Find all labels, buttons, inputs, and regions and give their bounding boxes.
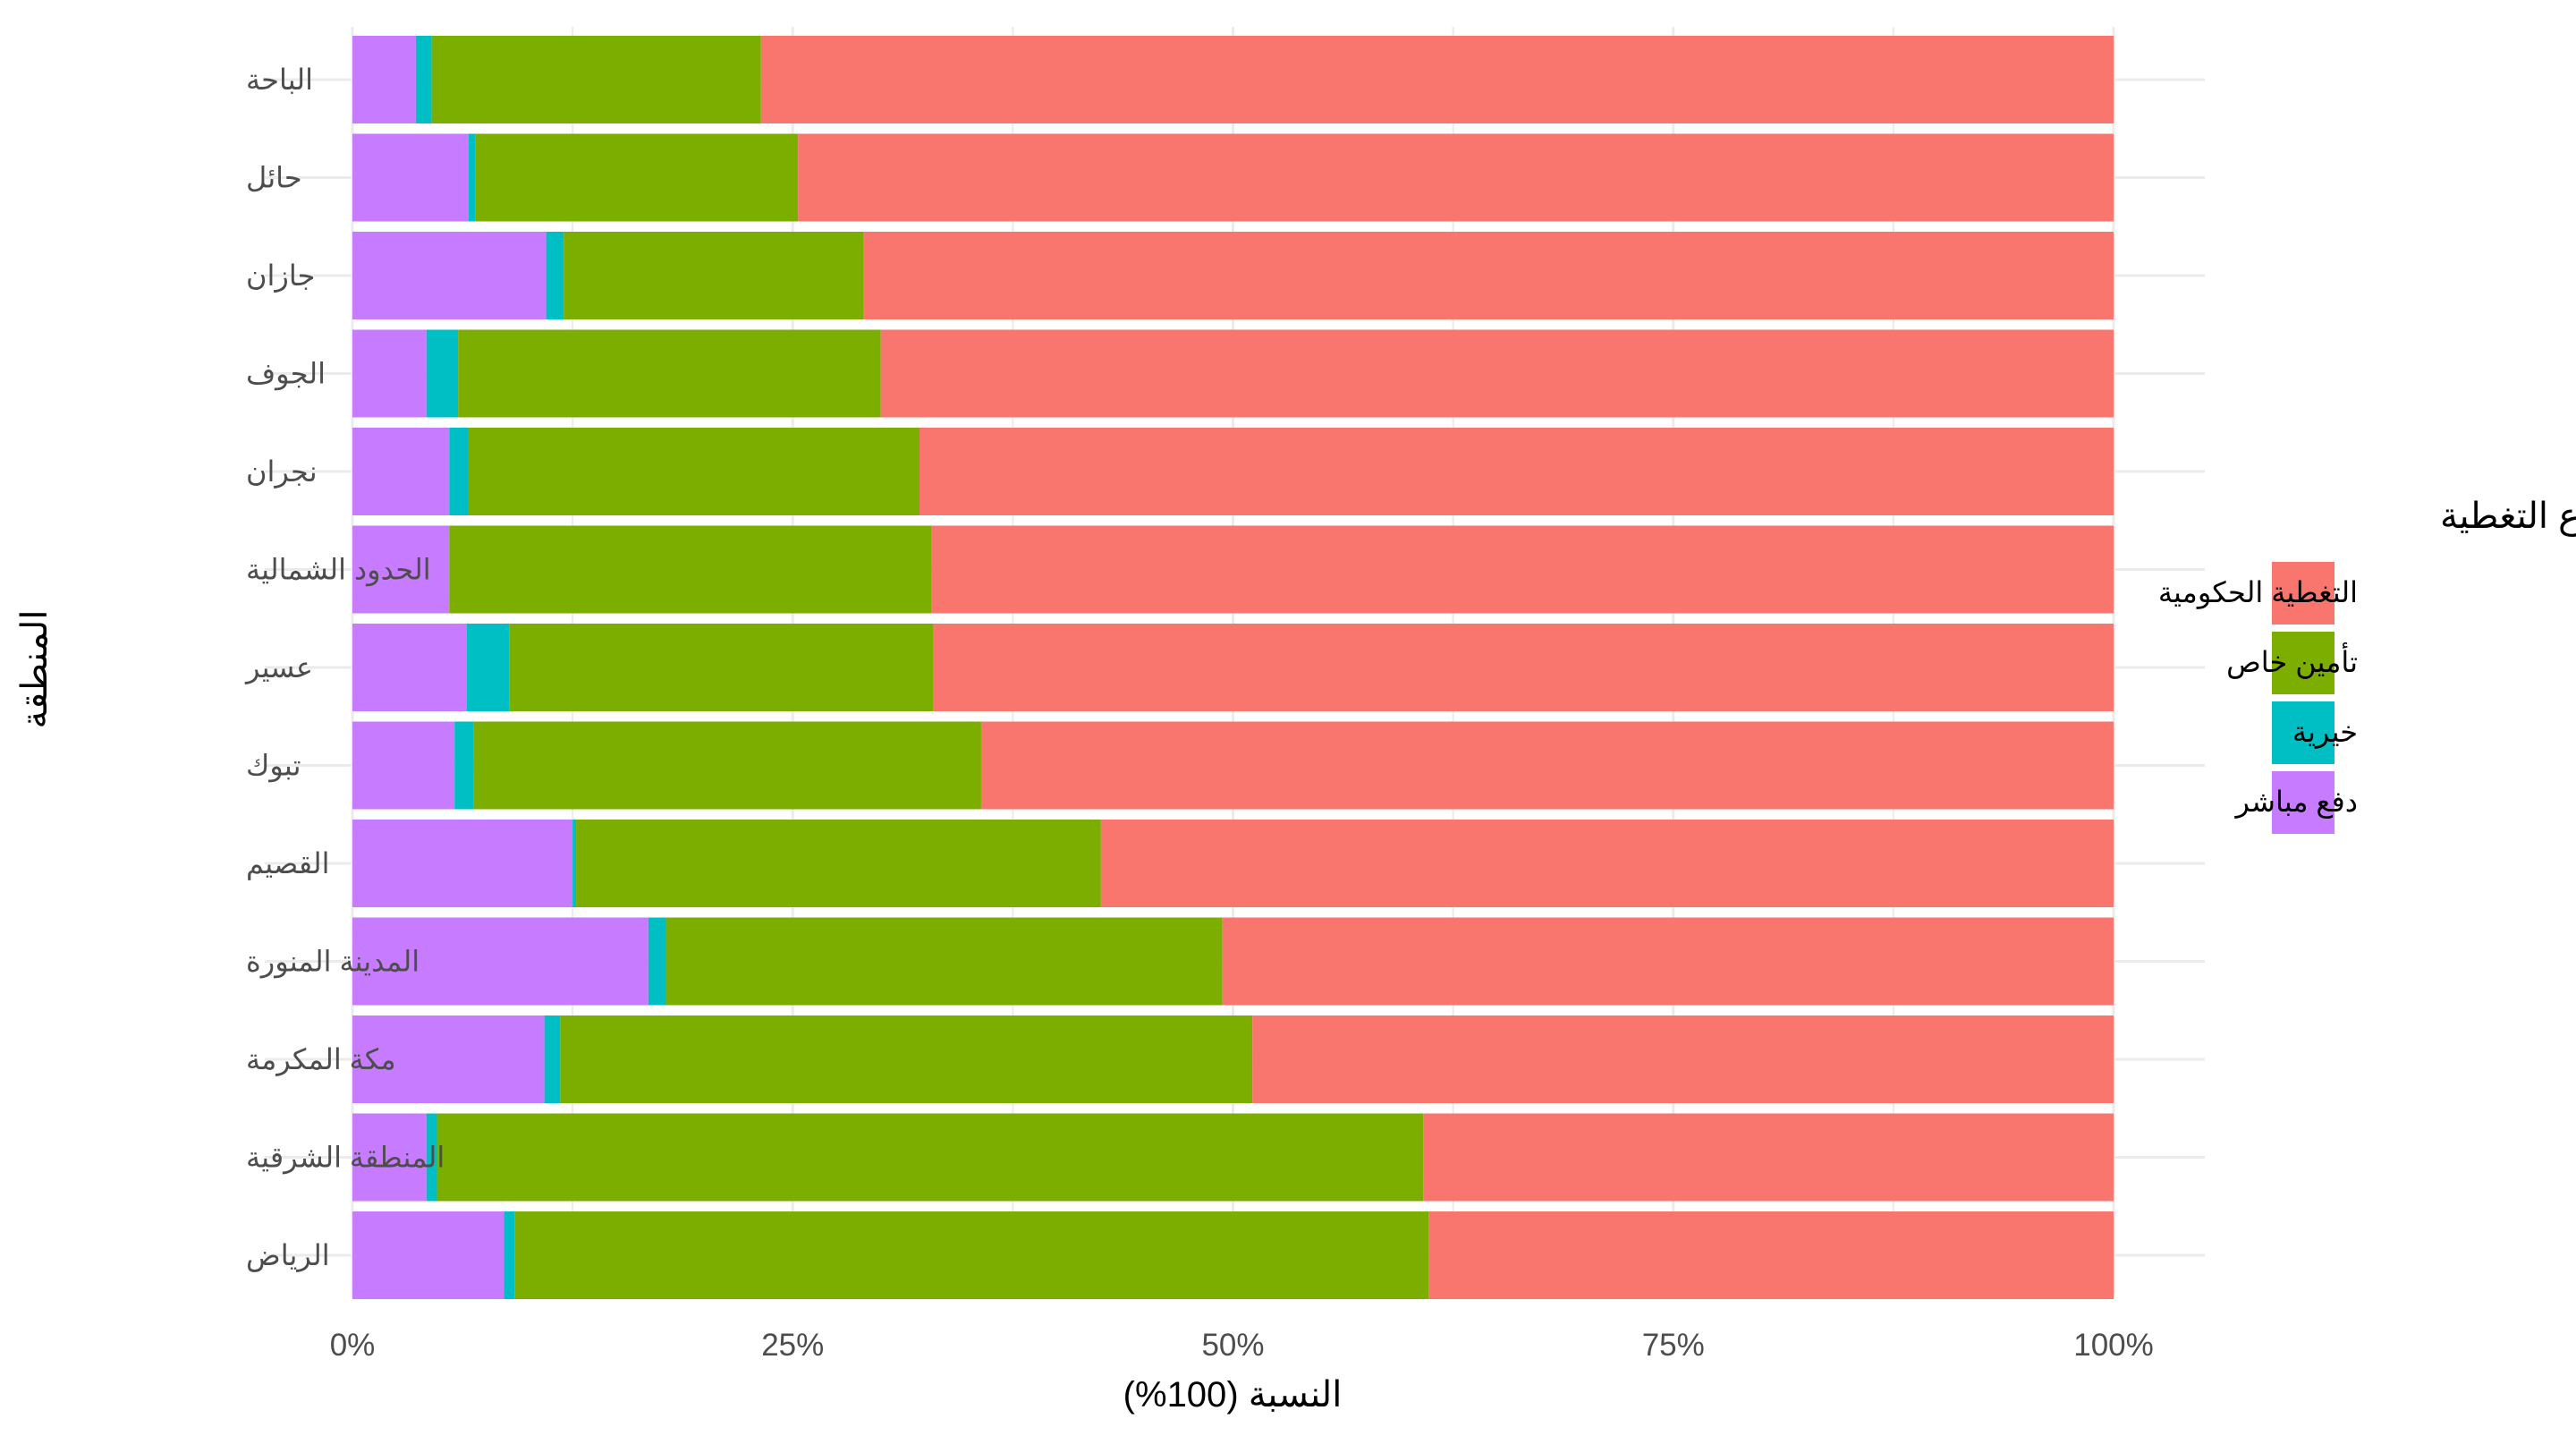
bar-segment (466, 624, 510, 711)
legend-label: تأمين خاص (2226, 642, 2358, 679)
bar-segment (665, 917, 1223, 1006)
y-tick-label: نجران (246, 455, 318, 489)
bar-segment (473, 721, 981, 810)
bar-segment (564, 232, 864, 319)
bar-segment (509, 624, 934, 711)
bar-segment (798, 133, 2114, 222)
bar-segment (1428, 1211, 2114, 1299)
bar-segment (352, 721, 455, 810)
bars (352, 36, 2114, 1299)
bar-segment (863, 232, 2114, 319)
bar-segment (931, 525, 2114, 614)
bar-segment (1100, 820, 2114, 907)
bar-segment (919, 428, 2114, 515)
bar-segment (572, 820, 577, 907)
bar-segment (1222, 917, 2114, 1006)
bar-segment (544, 1015, 561, 1103)
bar-segment (436, 1113, 1424, 1202)
bar-segment (415, 36, 432, 123)
bar-segment (352, 917, 648, 1006)
bar-segment (352, 428, 450, 515)
bar-segment (352, 525, 450, 614)
y-tick-label: القصيم (246, 847, 330, 879)
bar-segment (468, 428, 920, 515)
legend-label: التغطية الحكومية (2158, 576, 2358, 609)
x-axis-title: النسبة (100%) (1123, 1375, 1343, 1415)
legend-key (2272, 701, 2334, 764)
y-tick-label: حائل (246, 162, 302, 194)
y-tick-label: المنطقة الشرقية (246, 1142, 445, 1175)
y-axis-title: المنطقة (15, 610, 55, 729)
bar-segment (352, 820, 573, 907)
bar-segment (352, 232, 547, 319)
x-tick-label: 75% (1642, 1328, 1705, 1363)
bar-segment (468, 133, 476, 222)
x-tick-label: 50% (1201, 1328, 1264, 1363)
y-tick-label: جازان (246, 259, 315, 293)
x-tick-label: 100% (2073, 1328, 2154, 1363)
y-tick-label: الباحة (246, 64, 313, 96)
bar-segment (426, 329, 459, 418)
y-tick-label: الجوف (246, 358, 326, 391)
bar-segment (352, 624, 467, 711)
bar-segment (352, 1211, 504, 1299)
bar-segment (880, 329, 2114, 418)
bar-segment (560, 1015, 1253, 1103)
bar-segment (504, 1211, 515, 1299)
legend-key (2272, 562, 2334, 625)
y-tick-label: عسير (244, 651, 313, 684)
bar-segment (1252, 1015, 2114, 1103)
bar-segment (1423, 1113, 2114, 1202)
bar-segment (980, 721, 2114, 810)
bar-segment (352, 133, 469, 222)
bar-segment (426, 1113, 437, 1202)
bar-segment (576, 820, 1101, 907)
y-tick-label: الحدود الشمالية (246, 554, 431, 587)
bar-segment (352, 1015, 545, 1103)
bar-segment (933, 624, 2114, 711)
bar-segment (352, 1113, 427, 1202)
legend-label: دفع مباشر (2234, 786, 2358, 819)
legend-label: خيرية (2292, 716, 2358, 749)
y-tick-labels: الباحة حائل جازان الجوف نجران الحدود الشمالية… (244, 64, 445, 1272)
x-tick-label: 0% (330, 1328, 376, 1363)
bar-segment (449, 525, 932, 614)
x-tick-label: 25% (761, 1328, 824, 1363)
bar-segment (454, 721, 474, 810)
y-tick-label: تبوك (246, 750, 301, 783)
bar-segment (458, 329, 881, 418)
legend-key (2272, 771, 2334, 834)
bar-segment (449, 428, 469, 515)
legend-title: نوع التغطية (2440, 497, 2576, 537)
bar-segment (648, 917, 666, 1006)
bar-segment (352, 36, 416, 123)
y-tick-label: مكة المكرمة (246, 1043, 396, 1076)
y-tick-label: الرياض (246, 1239, 330, 1272)
bar-segment (514, 1211, 1429, 1299)
x-tick-labels: 0% 25% 50% 75% 100% (330, 1328, 2154, 1363)
bar-segment (431, 36, 761, 123)
legend-key (2272, 632, 2334, 694)
bar-segment (475, 133, 799, 222)
y-tick-label: المدينة المنورة (246, 946, 419, 979)
legend: نوع التغطية التغطية الحكومية تأمين خاص خير… (2158, 497, 2576, 834)
bar-segment (352, 329, 427, 418)
bar-segment (546, 232, 564, 319)
bar-segment (760, 36, 2114, 123)
